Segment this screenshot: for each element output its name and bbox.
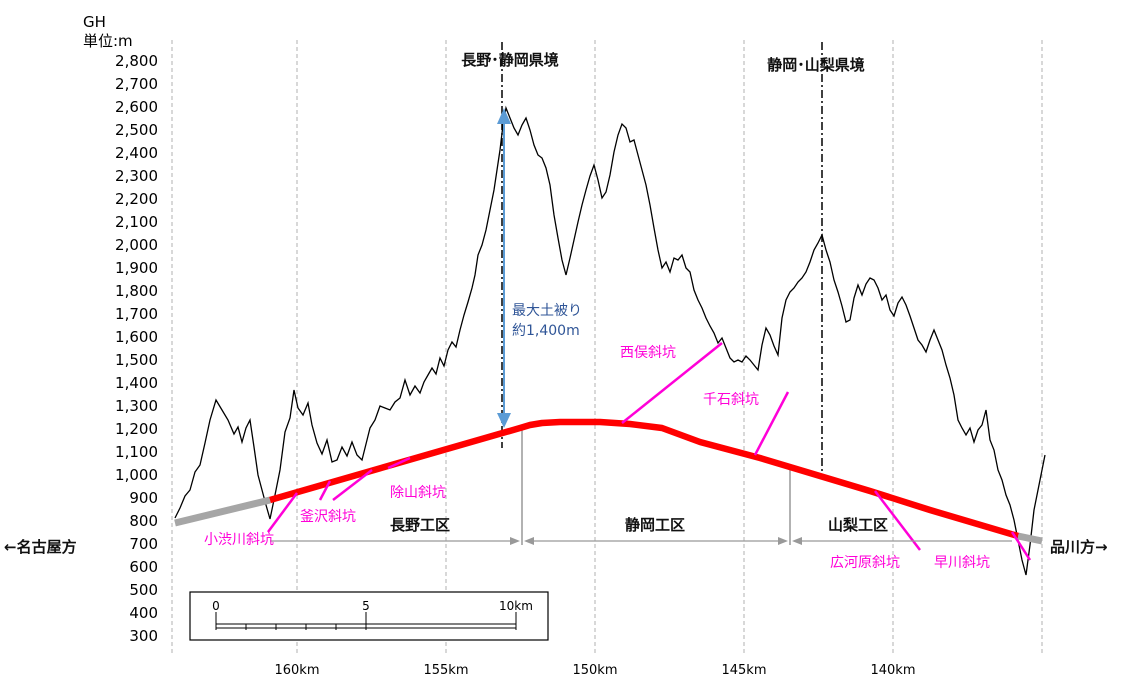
y-tick: 400 [129,604,158,622]
y-tick: 600 [129,558,158,576]
nagano-section-arrowhead [510,537,520,545]
scale-bar-frame [189,591,549,641]
y-tick: 2,800 [115,52,158,70]
shaft-line-sengoku [753,391,790,456]
nagano-shizuoka-border-label: 長野･静岡県境 [461,51,559,69]
y-tick: 1,600 [115,328,158,346]
shaft-label-nishimata: 西俣斜坑 [620,345,676,361]
shaft-lines [266,342,1032,561]
y-tick: 1,400 [115,374,158,392]
yamanashi-section-arrowhead [792,537,802,545]
y-tick: 2,600 [115,98,158,116]
shizuoka-section-label: 静岡工区 [625,516,685,534]
y-axis-ticks: 2,800 2,700 2,600 2,500 2,400 2,300 2,20… [115,52,158,645]
direction-left-label: ←名古屋方 [4,538,77,556]
scale-bar: 0 5 10km [189,591,549,641]
shaft-label-hayakawa: 早川斜坑 [934,555,990,571]
shaft-line-nishimata [621,342,723,424]
nagano-section-label: 長野工区 [390,516,450,534]
x-axis-ticks: 160km 155km 150km 145km 140km [274,663,915,678]
shaft-line-kamazawa-2 [332,469,373,501]
y-tick: 800 [129,512,158,530]
max-cover-arrow-top-head [497,108,511,124]
shaft-label-kamazawa: 釜沢斜坑 [300,509,356,525]
y-tick: 1,900 [115,259,158,277]
y-tick: 700 [129,535,158,553]
x-tick: 155km [423,663,468,678]
shizuoka-section-arrowhead-right [778,537,788,545]
tunnel-alignment-line [269,418,1019,540]
y-tick: 1,500 [115,351,158,369]
y-tick: 2,200 [115,190,158,208]
shaft-line-koshibukawa [266,492,299,533]
y-tick: 2,500 [115,121,158,139]
shaft-label-jozan: 除山斜坑 [390,485,446,501]
y-tick: 2,100 [115,213,158,231]
shaft-label-sengoku: 千石斜坑 [703,392,759,408]
max-cover-arrow-bottom-head [497,413,511,428]
y-tick: 1,300 [115,397,158,415]
y-tick: 2,400 [115,144,158,162]
y-tick: 1,100 [115,443,158,461]
y-tick: 2,000 [115,236,158,254]
shaft-line-jozan [387,456,411,470]
y-tick: 2,700 [115,75,158,93]
max-cover-label-line2: 約1,400m [512,323,580,339]
scale-label-5: 5 [362,599,370,613]
shizuoka-section-arrowhead-left [524,537,534,545]
x-tick: 140km [870,663,915,678]
y-tick: 1,200 [115,420,158,438]
shaft-label-koshibukawa: 小渋川斜坑 [204,532,274,548]
scale-label-0: 0 [212,599,220,613]
section-arrows [270,537,1012,545]
approach-line-west [174,496,271,527]
yamanashi-section-label: 山梨工区 [828,516,888,534]
axis-unit-subtitle: 単位:m [83,32,133,50]
x-tick: 150km [572,663,617,678]
scale-label-10: 10km [499,599,533,613]
vertical-gridlines [171,40,1043,656]
approach-line-east [1017,532,1043,545]
x-tick: 160km [274,663,319,678]
direction-right-label: 品川方→ [1050,538,1108,556]
y-tick: 1,000 [115,466,158,484]
terrain-profile-line [174,105,1046,576]
axis-unit-title: GH [83,13,106,31]
shaft-line-kamazawa-1 [318,480,332,501]
y-tick: 2,300 [115,167,158,185]
y-tick: 1,800 [115,282,158,300]
y-tick: 500 [129,581,158,599]
max-cover-label-line1: 最大土被り [512,303,582,319]
shaft-label-hirogawara: 広河原斜坑 [830,555,900,571]
x-tick: 145km [721,663,766,678]
y-tick: 300 [129,627,158,645]
y-tick: 900 [129,489,158,507]
shaft-line-hirogawara [874,490,921,551]
shaft-line-hayakawa [1010,531,1032,561]
y-tick: 1,700 [115,305,158,323]
shizuoka-yamanashi-border-label: 静岡･山梨県境 [767,56,865,74]
